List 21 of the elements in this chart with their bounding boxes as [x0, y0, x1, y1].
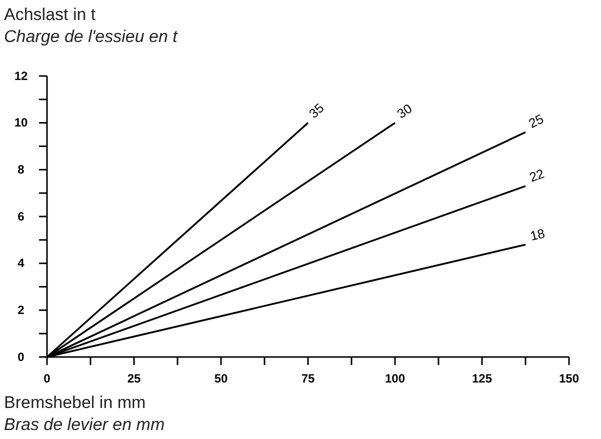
x-tick-label: 0 [44, 371, 51, 386]
x-tick-label: 125 [472, 371, 492, 386]
text: 22 [527, 166, 546, 185]
y-tick-label: 2 [18, 303, 25, 318]
y-tick-label: 8 [18, 162, 25, 177]
x-tick-label: 50 [214, 371, 228, 386]
x-tick-label: 25 [127, 371, 141, 386]
y-tick-label: 10 [14, 116, 28, 130]
y-tick-label: 4 [18, 256, 25, 270]
x-tick-label: 150 [558, 371, 580, 386]
y-axis-title: Achslast in t Charge de l'essieu en t [4, 5, 179, 46]
x-tick-label: 75 [301, 371, 315, 386]
text: 30 [394, 100, 415, 122]
x-axis-title: Bremshebel in mm Bras de levier en mm [4, 393, 165, 434]
y-tick-label: 6 [18, 209, 25, 224]
x-tick-label: 100 [384, 371, 406, 386]
y-tick-label: 0 [18, 350, 25, 364]
text: 25 [526, 111, 546, 131]
y-tick-label: 12 [14, 68, 28, 83]
text: 18 [528, 226, 546, 244]
text: 35 [306, 100, 327, 122]
